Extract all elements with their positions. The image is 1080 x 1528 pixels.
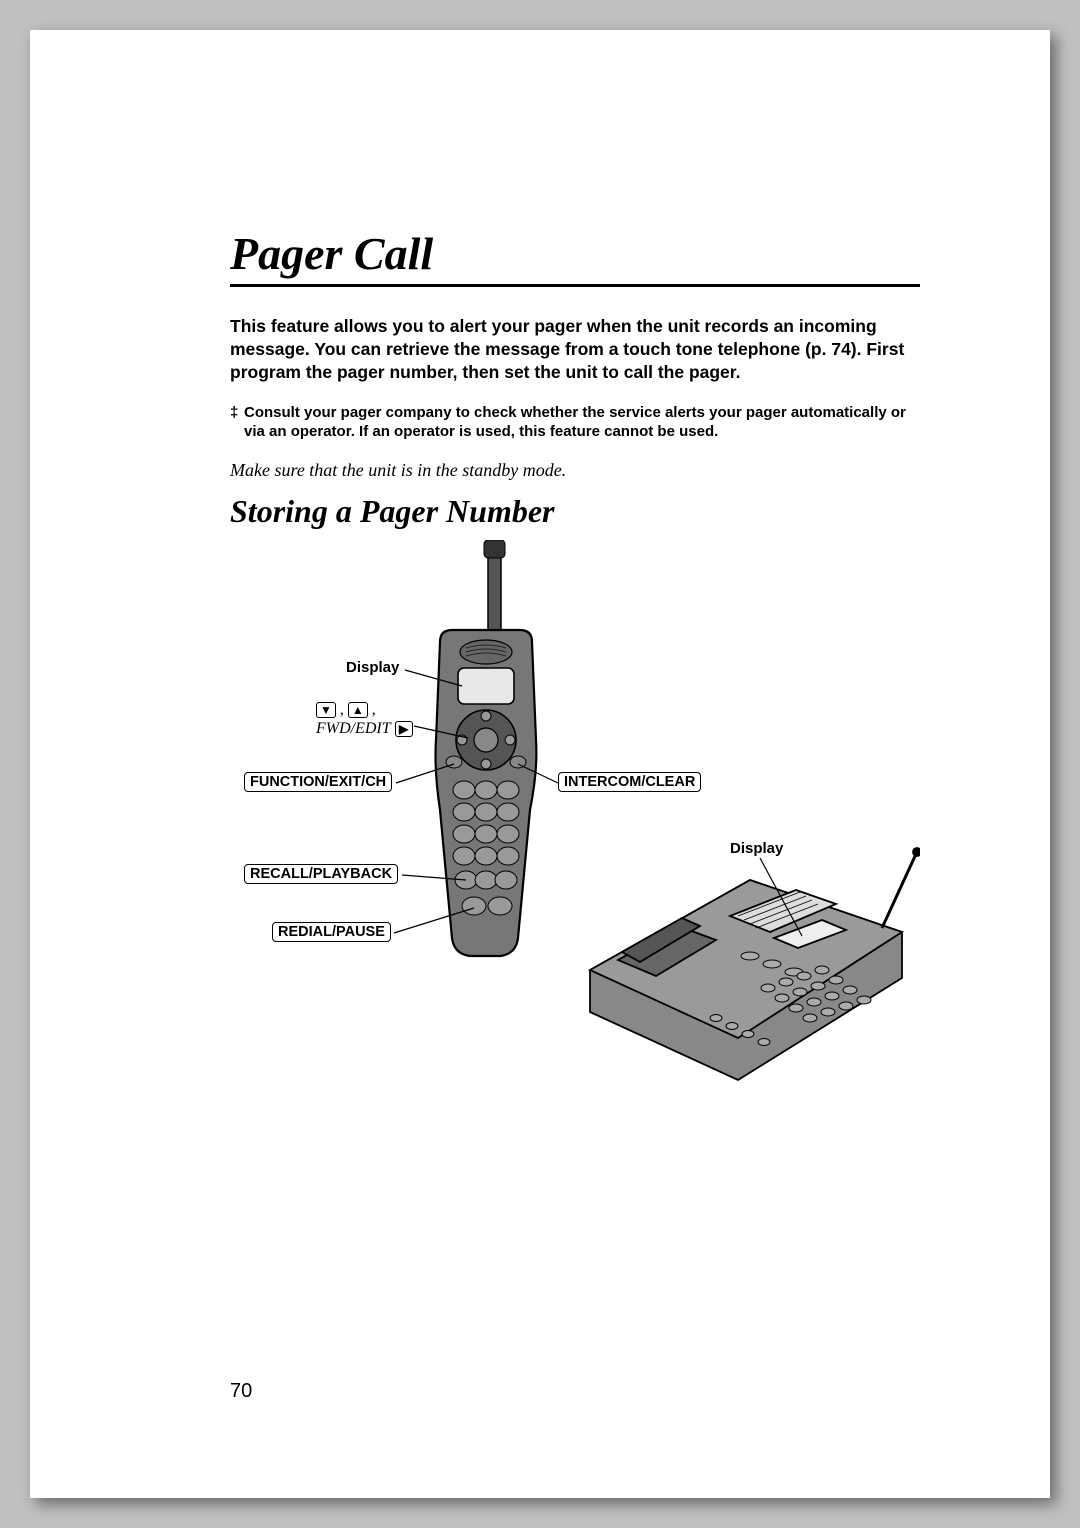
label-nav-keys: ▼, ▲, [316,701,376,719]
label-fwd-edit: FWD/EDIT ▶ [316,720,413,738]
right-arrow-keycap: ▶ [395,721,413,737]
label-display-base: Display [730,840,783,857]
page-title: Pager Call [230,230,920,278]
label-display-handset: Display [346,659,399,676]
standby-note: Make sure that the unit is in the standb… [230,460,920,481]
down-arrow-keycap: ▼ [316,702,336,718]
fwd-edit-text: FWD/EDIT [316,720,391,738]
page-number: 70 [230,1380,252,1403]
note-text: Consult your pager company to check whet… [244,403,920,442]
consult-note: ‡ Consult your pager company to check wh… [230,403,920,442]
title-rule [230,284,920,287]
label-intercom-clear: INTERCOM/CLEAR [558,772,701,793]
handset-drawing [436,540,537,956]
base-unit-drawing [590,848,920,1080]
intro-paragraph: This feature allows you to alert your pa… [230,315,920,384]
label-function-exit-ch: FUNCTION/EXIT/CH [244,772,392,793]
label-redial-pause: REDIAL/PAUSE [272,922,391,943]
manual-page: Pager Call This feature allows you to al… [30,30,1050,1498]
note-symbol: ‡ [230,403,244,442]
diagram: Display ▼, ▲, FWD/EDIT ▶ FUNCTION/EXIT/C… [230,540,920,1100]
up-arrow-keycap: ▲ [348,702,368,718]
label-recall-playback: RECALL/PLAYBACK [244,864,398,885]
subheading: Storing a Pager Number [230,493,920,530]
diagram-svg [230,540,920,1100]
